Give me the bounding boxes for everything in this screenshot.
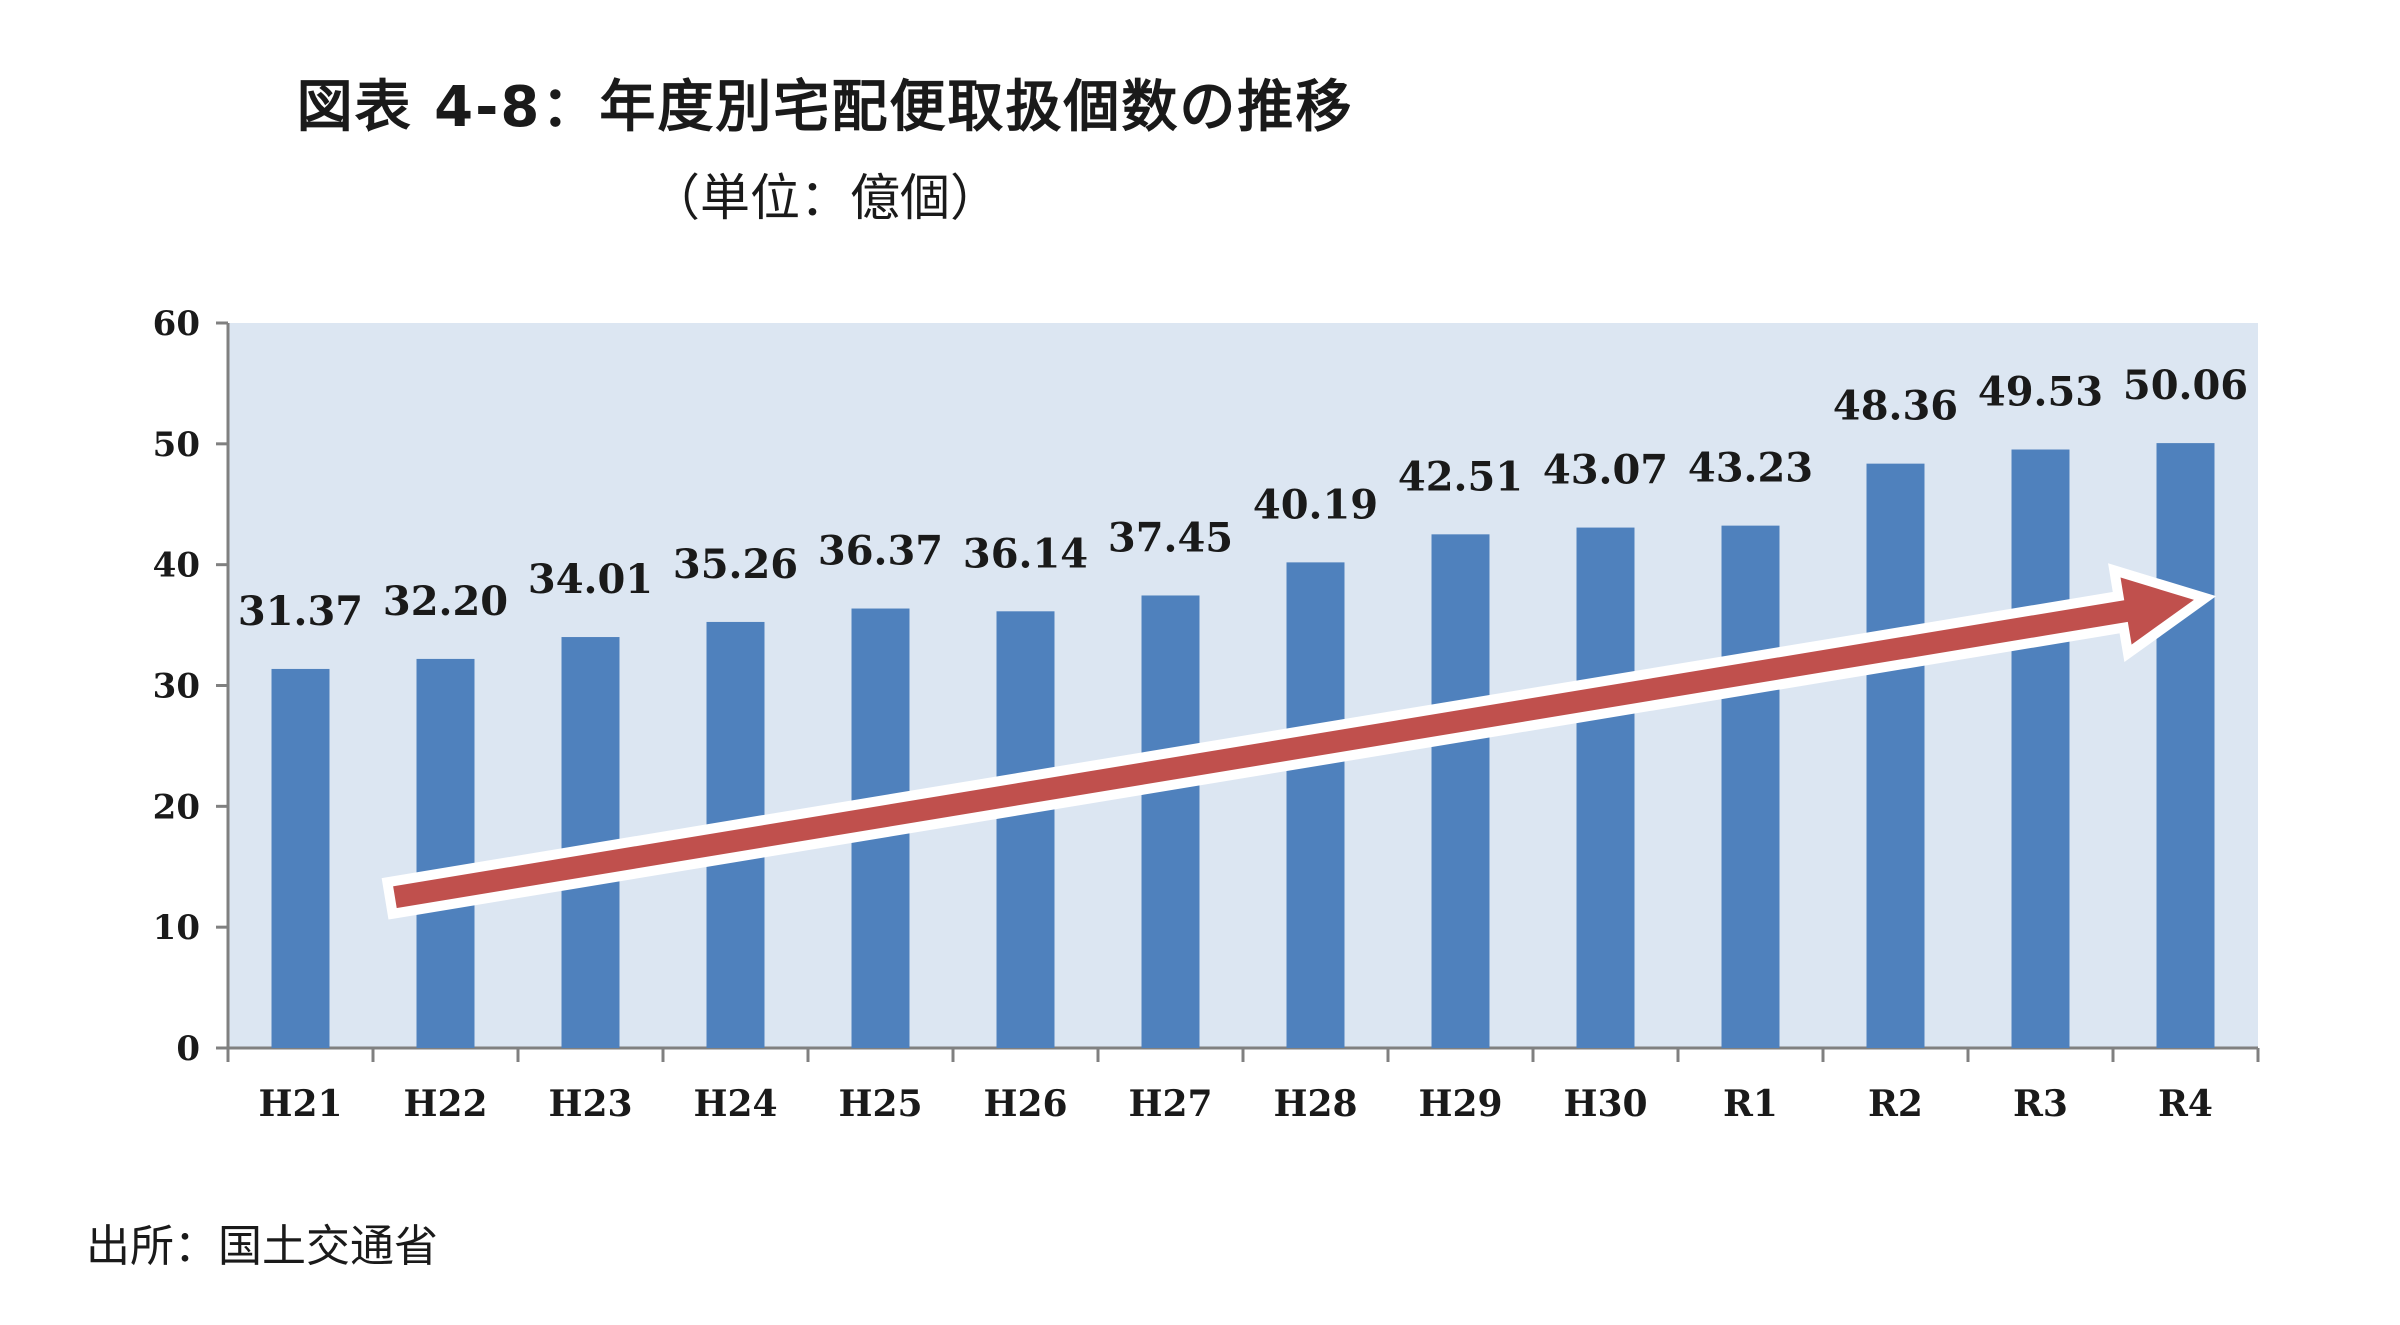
data-label: 34.01 [528, 556, 653, 603]
data-label: 35.26 [673, 541, 798, 588]
x-tick-label: H27 [1128, 1083, 1212, 1125]
y-tick-label: 0 [176, 1029, 200, 1069]
bar [1866, 463, 1925, 1048]
trend-arrow-shape [381, 563, 2217, 920]
y-tick-label: 50 [153, 425, 200, 465]
bar [2156, 443, 2215, 1048]
trend-arrow [381, 563, 2217, 920]
chart-subtitle: （単位：億個） [650, 169, 1000, 227]
bar [1141, 595, 1200, 1048]
bar [2011, 449, 2070, 1048]
bar [1721, 525, 1780, 1048]
x-tick-label: H23 [548, 1083, 632, 1125]
bar [271, 668, 330, 1048]
chart-title: 図表 4-8：年度別宅配便取扱個数の推移 [296, 75, 1354, 140]
data-label: 43.07 [1543, 447, 1668, 494]
data-label: 42.51 [1398, 453, 1523, 500]
y-tick-label: 10 [153, 908, 200, 948]
bar [1286, 562, 1345, 1048]
x-tick-label: H21 [258, 1083, 342, 1125]
x-tick-label: R1 [1723, 1083, 1778, 1125]
x-tick-label: H28 [1273, 1083, 1357, 1125]
x-tick-label: H30 [1563, 1083, 1647, 1125]
data-label: 36.37 [818, 528, 943, 575]
data-labels: 31.37 32.20 34.01 35.26 36.37 36.14 37.45 40.19… [238, 362, 2248, 635]
y-tick-label: 40 [153, 546, 200, 586]
bar [996, 611, 1055, 1048]
x-tick-label: H26 [983, 1083, 1067, 1125]
x-tick-label: R3 [2013, 1083, 2068, 1125]
bar [416, 658, 475, 1048]
data-label: 36.14 [963, 530, 1088, 577]
data-label: 43.23 [1688, 445, 1813, 492]
bar [1431, 534, 1490, 1048]
plot-area [228, 323, 2258, 1048]
x-tick-label: H24 [693, 1083, 777, 1125]
x-tick-label: R2 [1868, 1083, 1923, 1125]
data-label: 37.45 [1108, 514, 1233, 561]
data-label: 32.20 [383, 578, 508, 625]
x-tick-label: H29 [1418, 1083, 1502, 1125]
y-tick-label: 30 [153, 667, 200, 707]
axes: 0 10 20 30 40 50 60 H21 H22 H23 H24 H25 H26 H27 H28 H29… [153, 304, 2260, 1125]
x-tick-label: H25 [838, 1083, 922, 1125]
data-label: 50.06 [2123, 362, 2248, 409]
data-label: 40.19 [1253, 481, 1378, 528]
y-tick-label: 60 [153, 304, 200, 344]
data-label: 48.36 [1833, 383, 1958, 430]
data-label: 49.53 [1978, 369, 2103, 416]
bar [1576, 527, 1635, 1048]
source-note: 出所：国土交通省 [86, 1221, 438, 1272]
y-tick-label: 20 [153, 787, 200, 827]
x-tick-label: R4 [2158, 1083, 2213, 1125]
x-tick-label: H22 [403, 1083, 487, 1125]
data-label: 31.37 [238, 588, 363, 635]
